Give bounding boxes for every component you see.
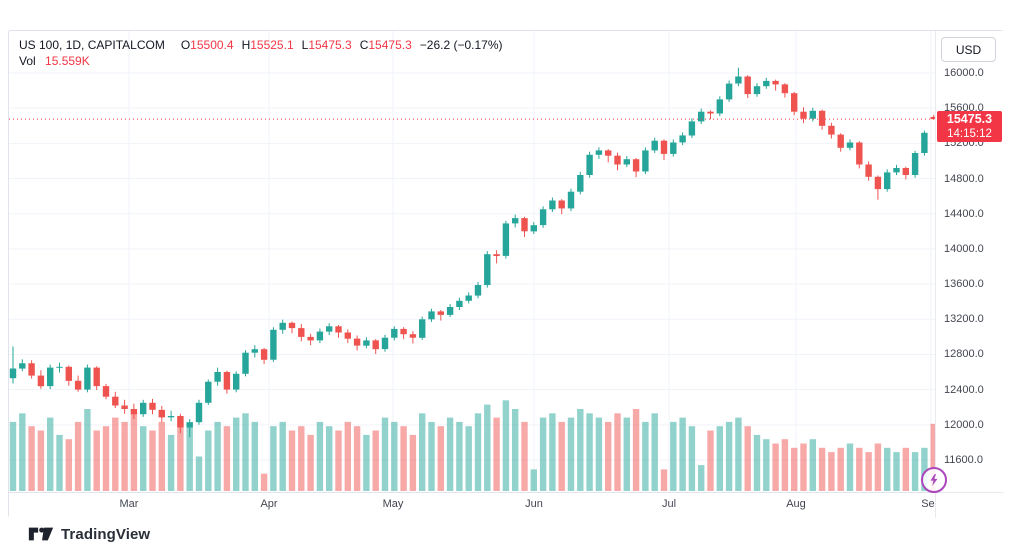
currency-button[interactable]: USD	[941, 37, 996, 62]
flash-button[interactable]	[921, 467, 947, 493]
open-value: 15500.4	[190, 38, 234, 52]
chart-plot-area[interactable]	[9, 31, 935, 492]
chart-widget: US 100, 1D, CAPITALCOM O15500.4 H15525.1 L1…	[8, 30, 1004, 518]
symbol-legend: US 100, 1D, CAPITALCOM O15500.4 H15525.1 L1…	[19, 37, 503, 69]
price-tick-label: 12400.0	[944, 383, 984, 396]
price-tick-label: 16000.0	[944, 67, 984, 79]
time-tick-label: Apr	[260, 498, 278, 510]
axis-corner	[935, 492, 1004, 518]
countdown-timer: 14:15:12	[947, 128, 992, 141]
tradingview-logo-icon	[28, 527, 54, 541]
close-value: 15475.3	[368, 38, 412, 52]
price-tick-label: 12800.0	[944, 348, 984, 361]
legend-row-volume: Vol 15.559K	[19, 53, 503, 69]
last-price-value: 15475.3	[946, 112, 993, 127]
time-tick-label: May	[382, 498, 404, 510]
price-tick-label: 14000.0	[944, 242, 984, 255]
price-tick-label: 13200.0	[944, 313, 984, 326]
time-tick-label: Jul	[661, 498, 677, 510]
price-tick-label: 14800.0	[944, 172, 984, 185]
price-tick-label: 12000.0	[944, 418, 984, 431]
price-tick-label: 14400.0	[944, 207, 984, 220]
last-price-badge: 15475.3 14:15:12	[937, 111, 1002, 143]
volume-value: 15.559K	[45, 54, 90, 68]
volume-label: Vol	[19, 54, 36, 68]
high-prefix: H	[241, 38, 251, 52]
price-tick-label: 13600.0	[944, 278, 984, 291]
attribution[interactable]: TradingView	[28, 524, 150, 544]
time-tick-label: Jun	[525, 498, 543, 510]
open-prefix: O	[180, 38, 191, 52]
low-value: 15475.3	[308, 38, 352, 52]
price-tick-label: 11600.0	[944, 454, 983, 466]
time-tick-label: Sep	[921, 498, 935, 510]
currency-label: USD	[955, 42, 982, 57]
time-axis[interactable]: Mar Apr May Jun Jul Aug Sep	[9, 492, 935, 518]
low-prefix: L	[301, 38, 309, 52]
close-prefix: C	[359, 38, 369, 52]
change-value: −26.2 (−0.17%)	[419, 38, 503, 52]
price-axis[interactable]: USD 15475.3 14:15:12 16000.0 15600.0 15200…	[935, 31, 1004, 492]
lightning-icon	[930, 474, 938, 486]
symbol-title[interactable]: US 100, 1D, CAPITALCOM	[19, 38, 165, 52]
tradingview-label: TradingView	[61, 525, 151, 543]
time-tick-label: Aug	[786, 498, 806, 510]
candlestick-chart[interactable]	[9, 31, 935, 492]
high-value: 15525.1	[250, 38, 294, 52]
legend-row-ohlc: US 100, 1D, CAPITALCOM O15500.4 H15525.1 L1…	[19, 37, 503, 53]
time-tick-label: Mar	[119, 498, 139, 510]
